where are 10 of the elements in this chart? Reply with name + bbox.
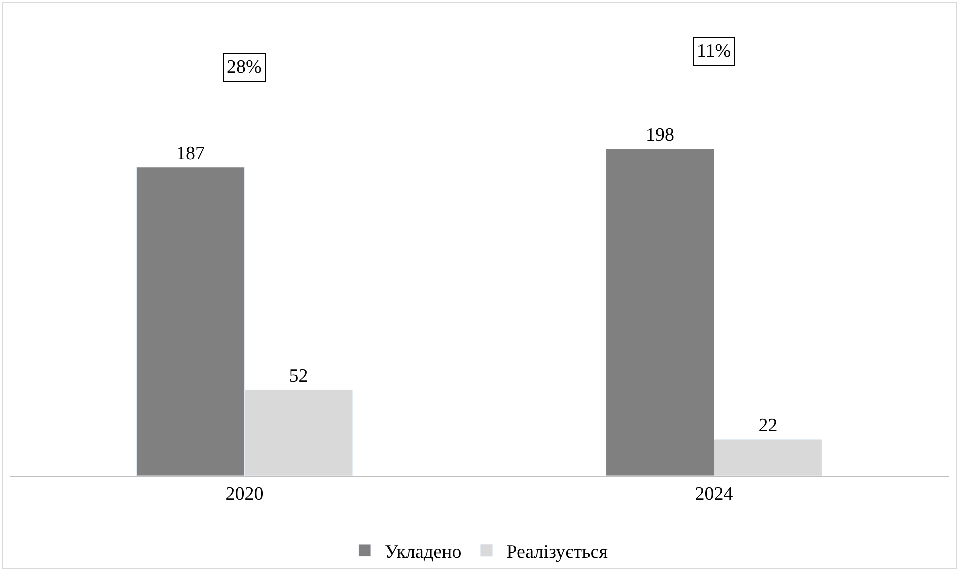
text: 11% bbox=[697, 41, 732, 62]
text: 28% bbox=[227, 57, 262, 78]
data-label: 22 bbox=[758, 416, 778, 437]
data-label: 52 bbox=[289, 366, 308, 388]
x-tick-label: 2020 bbox=[226, 484, 264, 505]
data-label: 198 bbox=[646, 125, 675, 146]
legend-label: Реалізується bbox=[506, 542, 608, 563]
data-label: 187 bbox=[176, 143, 206, 164]
legend-label: Укладено bbox=[385, 542, 462, 563]
x-tick-label: 2024 bbox=[695, 484, 734, 505]
